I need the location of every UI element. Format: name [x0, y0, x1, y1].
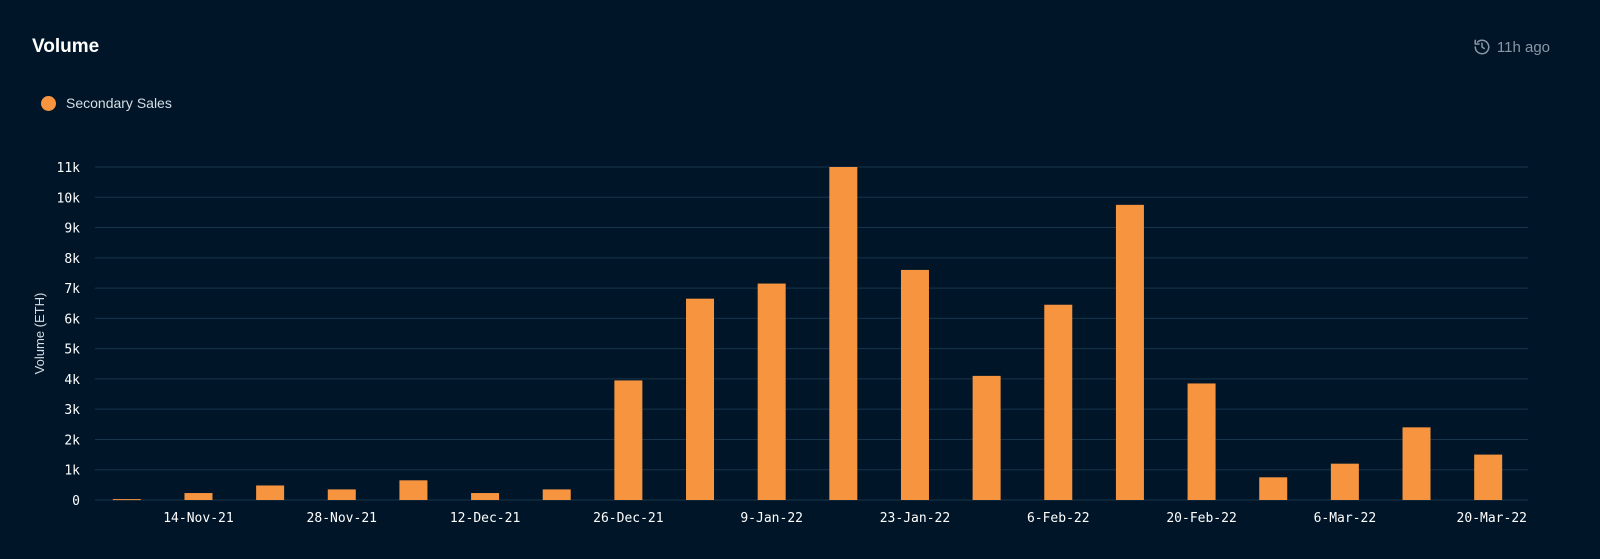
bar[interactable] [327, 489, 356, 500]
x-tick-label: 12-Dec-21 [450, 511, 520, 526]
x-tick-label: 23-Jan-22 [880, 511, 950, 526]
bar[interactable] [614, 380, 643, 500]
y-tick-label: 9k [64, 222, 80, 237]
last-updated: 11h ago [1473, 38, 1550, 56]
x-tick-label: 26-Dec-21 [593, 511, 663, 526]
bar[interactable] [542, 489, 571, 500]
legend-swatch [41, 95, 56, 111]
x-tick-label: 6-Feb-22 [1027, 511, 1090, 526]
bar[interactable] [256, 485, 285, 500]
bar[interactable] [686, 298, 715, 500]
bar[interactable] [1115, 204, 1144, 500]
x-tick-label: 6-Mar-22 [1314, 511, 1377, 526]
history-icon [1474, 39, 1490, 55]
chart-legend[interactable]: Secondary Sales [41, 95, 172, 111]
bar[interactable] [112, 499, 141, 501]
y-axis-label: Volume (ETH) [32, 293, 47, 375]
x-tick-label: 14-Nov-21 [163, 511, 233, 526]
bar[interactable] [471, 493, 500, 500]
chart-title: Volume [32, 36, 100, 57]
bar[interactable] [900, 269, 929, 500]
x-tick-label: 20-Feb-22 [1166, 511, 1236, 526]
bar[interactable] [972, 375, 1001, 500]
y-tick-label: 3k [64, 403, 80, 418]
y-tick-label: 5k [64, 343, 80, 358]
y-tick-label: 6k [64, 312, 80, 327]
y-tick-label: 11k [57, 161, 81, 176]
y-tick-label: 8k [64, 252, 80, 267]
y-tick-label: 7k [64, 282, 80, 297]
x-tick-label: 28-Nov-21 [307, 511, 377, 526]
bar[interactable] [1044, 304, 1073, 500]
bar[interactable] [829, 167, 858, 500]
last-updated-text: 11h ago [1496, 38, 1550, 56]
legend-label: Secondary Sales [66, 95, 172, 111]
bar[interactable] [1402, 427, 1431, 500]
y-tick-label: 2k [64, 433, 80, 448]
bar[interactable] [1187, 383, 1216, 500]
x-tick-label: 9-Jan-22 [740, 511, 803, 526]
bar[interactable] [1259, 477, 1288, 500]
y-tick-label: 10k [57, 191, 81, 206]
y-tick-label: 1k [64, 464, 80, 479]
bar[interactable] [757, 283, 786, 500]
bar[interactable] [184, 493, 213, 500]
y-tick-label: 4k [64, 373, 80, 388]
bar[interactable] [1474, 454, 1503, 500]
y-tick-label: 0 [72, 494, 80, 509]
bar[interactable] [1330, 463, 1359, 500]
x-tick-label: 20-Mar-22 [1457, 511, 1527, 526]
bar[interactable] [399, 480, 428, 500]
